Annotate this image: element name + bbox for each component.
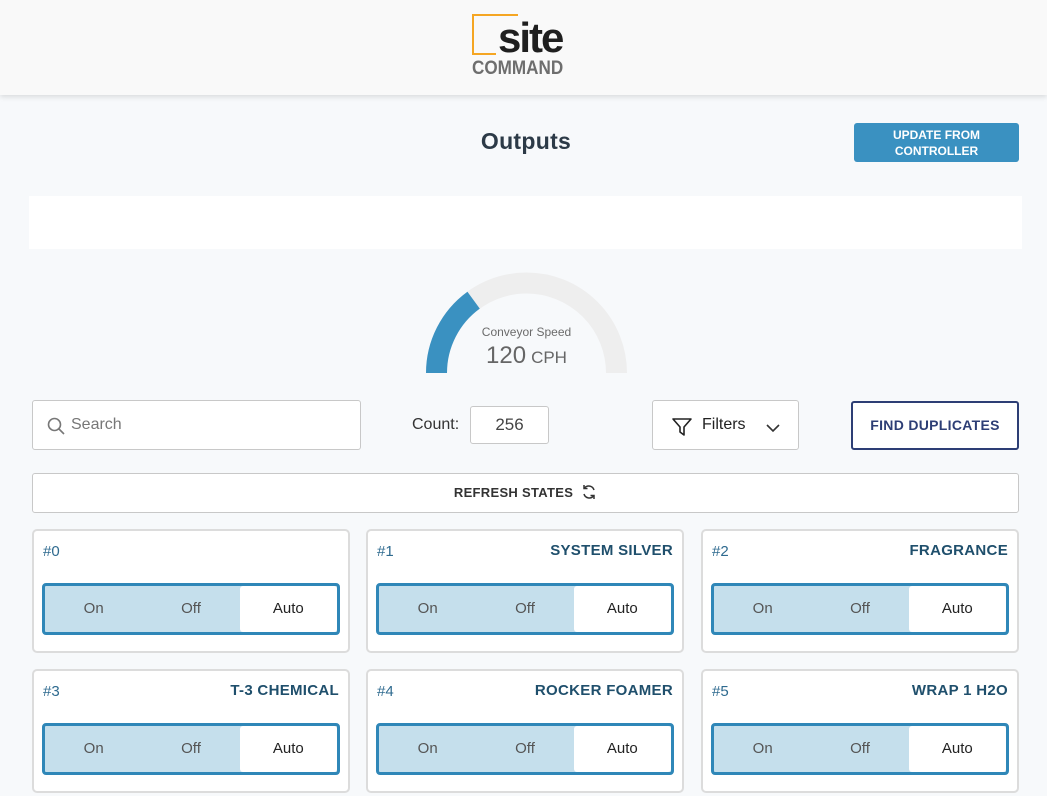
refresh-states-button[interactable]: REFRESH STATES xyxy=(32,473,1019,513)
filters-dropdown[interactable]: Filters xyxy=(652,400,799,450)
page-title: Outputs xyxy=(480,128,572,154)
count-value: 256 xyxy=(470,406,549,444)
output-mode-toggle: On Off Auto xyxy=(376,583,674,635)
mode-auto-option[interactable]: Auto xyxy=(908,586,1006,632)
top-header: site COMMAND xyxy=(0,0,1047,95)
blank-panel xyxy=(29,196,1022,249)
mode-off-option[interactable]: Off xyxy=(181,600,201,617)
conveyor-speed-gauge: Conveyor Speed 120 CPH xyxy=(426,272,627,374)
output-card: #2 FRAGRANCE On Off Auto xyxy=(701,529,1019,653)
site-command-logo[interactable]: site COMMAND xyxy=(472,14,582,82)
mode-auto-option[interactable]: Auto xyxy=(573,726,671,772)
output-number: #2 xyxy=(712,543,729,560)
gauge-unit: CPH xyxy=(531,348,567,367)
search-box[interactable] xyxy=(32,400,361,450)
find-duplicates-button[interactable]: FIND DUPLICATES xyxy=(851,401,1019,450)
output-card: #4 ROCKER FOAMER On Off Auto xyxy=(366,669,684,793)
gauge-arc xyxy=(426,272,627,374)
output-name: ROCKER FOAMER xyxy=(534,682,673,699)
mode-auto-option[interactable]: Auto xyxy=(239,726,337,772)
search-icon xyxy=(47,417,65,440)
output-mode-toggle: On Off Auto xyxy=(711,723,1009,775)
mode-off-option[interactable]: Off xyxy=(850,600,870,617)
chevron-down-icon xyxy=(766,420,780,438)
output-number: #4 xyxy=(377,683,394,700)
mode-on-option[interactable]: On xyxy=(417,600,438,617)
mode-off-option[interactable]: Off xyxy=(515,740,535,757)
filters-label: Filters xyxy=(702,416,746,433)
output-number: #3 xyxy=(43,683,60,700)
output-name: SYSTEM SILVER xyxy=(550,542,673,559)
logo-command-text: COMMAND xyxy=(472,58,564,79)
output-number: #0 xyxy=(43,543,60,560)
logo-bracket xyxy=(472,14,518,55)
gauge-label: Conveyor Speed xyxy=(481,325,572,339)
mode-on-option[interactable]: On xyxy=(752,600,773,617)
output-card: #3 T-3 CHEMICAL On Off Auto xyxy=(32,669,350,793)
update-from-controller-button[interactable]: UPDATE FROM CONTROLLER xyxy=(854,123,1019,162)
mode-auto-option[interactable]: Auto xyxy=(908,726,1006,772)
output-mode-toggle: On Off Auto xyxy=(42,583,340,635)
gauge-value: 120 xyxy=(486,342,527,369)
mode-auto-option[interactable]: Auto xyxy=(239,586,337,632)
gauge-value-readout: 120 CPH xyxy=(426,342,627,370)
mode-on-option[interactable]: On xyxy=(752,740,773,757)
mode-off-option[interactable]: Off xyxy=(850,740,870,757)
refresh-icon xyxy=(577,485,597,500)
output-mode-toggle: On Off Auto xyxy=(42,723,340,775)
output-mode-toggle: On Off Auto xyxy=(376,723,674,775)
output-name: FRAGRANCE xyxy=(909,542,1008,559)
mode-auto-option[interactable]: Auto xyxy=(573,586,671,632)
search-input[interactable] xyxy=(71,401,351,449)
funnel-icon xyxy=(671,416,693,443)
output-mode-toggle: On Off Auto xyxy=(711,583,1009,635)
output-card: #0 On Off Auto xyxy=(32,529,350,653)
count-label: Count: xyxy=(412,416,460,433)
output-card: #1 SYSTEM SILVER On Off Auto xyxy=(366,529,684,653)
output-name: WRAP 1 H2O xyxy=(911,682,1008,699)
mode-on-option[interactable]: On xyxy=(417,740,438,757)
mode-on-option[interactable]: On xyxy=(83,600,104,617)
output-number: #1 xyxy=(377,543,394,560)
output-name: T-3 CHEMICAL xyxy=(230,682,339,699)
mode-off-option[interactable]: Off xyxy=(181,740,201,757)
mode-off-option[interactable]: Off xyxy=(515,600,535,617)
logo-site-text: site xyxy=(496,14,564,61)
refresh-states-label: REFRESH STATES xyxy=(453,485,574,500)
output-card: #5 WRAP 1 H2O On Off Auto xyxy=(701,669,1019,793)
output-number: #5 xyxy=(712,683,729,700)
gauge-fill xyxy=(426,291,481,374)
mode-on-option[interactable]: On xyxy=(83,740,104,757)
